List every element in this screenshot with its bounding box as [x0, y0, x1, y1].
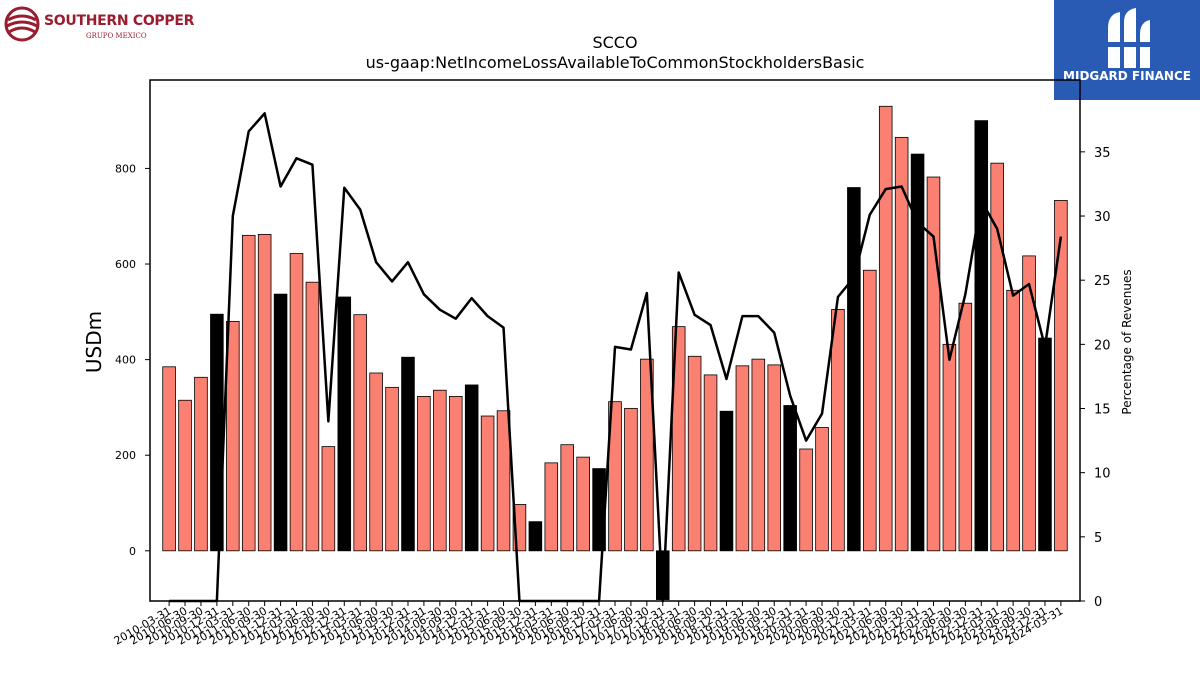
- bar: [767, 364, 782, 552]
- bar: [990, 162, 1004, 552]
- bar: [305, 281, 320, 552]
- y2-tick-label: 5: [1094, 531, 1102, 546]
- y-tick-label: 200: [115, 449, 136, 462]
- bar: [974, 120, 989, 552]
- bar: [687, 355, 702, 552]
- bar: [815, 427, 829, 552]
- bar: [496, 410, 511, 552]
- bar: [1054, 200, 1068, 552]
- bar: [640, 358, 654, 552]
- axes: 0200400600800051015202530352010-03-31201…: [112, 79, 1111, 648]
- bar: [942, 343, 957, 552]
- bar: [910, 153, 925, 552]
- bar: [1006, 289, 1020, 552]
- company-subname: GRUPO MEXICO: [86, 32, 147, 40]
- copper-globe-icon: [4, 6, 40, 42]
- bar: [703, 374, 718, 552]
- bar: [178, 399, 192, 552]
- chart-title: SCCO: [592, 33, 637, 52]
- midgard-finance-logo: MIDGARD FINANCE: [1054, 0, 1200, 100]
- bar: [863, 269, 877, 552]
- y2-axis-label: Percentage of Revenues: [1120, 269, 1134, 414]
- bar: [528, 521, 543, 552]
- y2-tick-label: 0: [1094, 595, 1102, 610]
- bar: [1022, 255, 1036, 552]
- bar: [321, 446, 336, 552]
- bar: [831, 309, 845, 552]
- bar: [878, 105, 893, 552]
- bar: [448, 396, 463, 552]
- southern-copper-logo: SOUTHERN COPPER GRUPO MEXICO: [4, 4, 194, 44]
- bar: [799, 448, 813, 552]
- bar: [958, 302, 973, 552]
- bar: [273, 293, 288, 552]
- y-tick-label: 600: [115, 258, 136, 271]
- percentage-line: [169, 112, 1063, 603]
- bar: [544, 462, 559, 552]
- bar: [735, 365, 750, 552]
- bar: [162, 366, 176, 552]
- bar: [353, 314, 367, 552]
- company-name: SOUTHERN COPPER: [44, 13, 195, 29]
- bar: [401, 356, 415, 552]
- y-tick-label: 0: [129, 545, 136, 558]
- bar: [337, 296, 352, 552]
- bar: [576, 456, 590, 552]
- bar: [257, 233, 272, 552]
- y2-tick-label: 35: [1094, 146, 1111, 161]
- bar: [433, 389, 447, 552]
- bar: [751, 358, 766, 552]
- y2-tick-label: 10: [1094, 467, 1111, 482]
- bar: [671, 326, 686, 552]
- bar: [719, 410, 734, 552]
- midgard-emblem-icon: [1104, 8, 1150, 68]
- y2-tick-label: 20: [1094, 338, 1111, 353]
- bar: [624, 407, 638, 552]
- bar: [194, 376, 208, 552]
- line-series: [169, 112, 1063, 603]
- bar: [417, 396, 431, 552]
- bar: [241, 234, 256, 552]
- bar: [226, 320, 240, 552]
- y2-tick-label: 15: [1094, 403, 1111, 418]
- y-axis-label: USDm: [82, 311, 106, 373]
- bar: [480, 415, 495, 552]
- chart-subtitle: us-gaap:NetIncomeLossAvailableToCommonSt…: [366, 53, 865, 72]
- bar: [894, 136, 909, 552]
- y-tick-label: 400: [115, 354, 136, 367]
- bar: [464, 384, 479, 552]
- bar: [289, 253, 304, 552]
- y-tick-label: 800: [115, 162, 136, 175]
- brand-name: MIDGARD FINANCE: [1063, 69, 1191, 83]
- bar: [847, 187, 861, 552]
- y2-tick-label: 30: [1094, 210, 1111, 225]
- bar: [608, 401, 622, 552]
- bar: [369, 372, 383, 552]
- bar: [783, 405, 797, 552]
- bar: [1038, 337, 1052, 552]
- bar: [385, 386, 399, 552]
- bar: [560, 444, 574, 552]
- y2-tick-label: 25: [1094, 274, 1111, 289]
